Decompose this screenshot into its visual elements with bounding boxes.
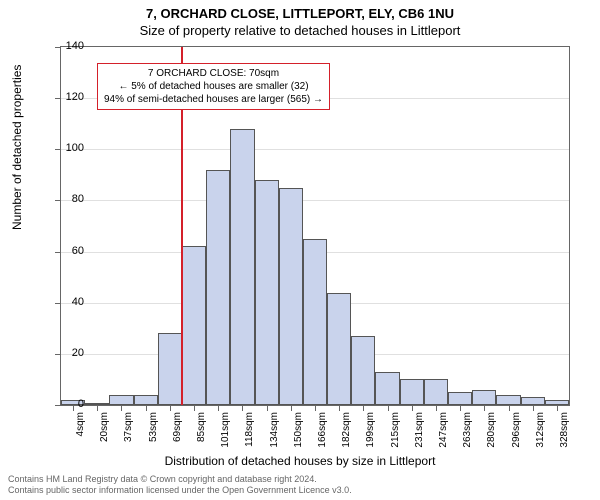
histogram-bar bbox=[279, 188, 303, 405]
y-tick-label: 60 bbox=[44, 245, 84, 257]
x-tick-label: 263sqm bbox=[462, 412, 473, 448]
x-tick-label: 215sqm bbox=[390, 412, 401, 448]
x-tick bbox=[170, 406, 171, 411]
annotation-line: 7 ORCHARD CLOSE: 70sqm bbox=[104, 67, 323, 80]
x-tick-label: 37sqm bbox=[123, 412, 134, 442]
annotation-line: 94% of semi-detached houses are larger (… bbox=[104, 93, 323, 106]
histogram-bar bbox=[158, 333, 182, 405]
x-tick bbox=[194, 406, 195, 411]
x-tick-label: 280sqm bbox=[486, 412, 497, 448]
x-tick bbox=[363, 406, 364, 411]
x-tick bbox=[267, 406, 268, 411]
histogram-bar bbox=[375, 372, 399, 405]
x-tick-label: 118sqm bbox=[244, 412, 255, 447]
x-tick bbox=[97, 406, 98, 411]
x-tick bbox=[339, 406, 340, 411]
histogram-bar bbox=[230, 129, 254, 405]
x-tick bbox=[242, 406, 243, 411]
x-tick-label: 296sqm bbox=[511, 412, 522, 448]
x-tick bbox=[460, 406, 461, 411]
x-tick-label: 182sqm bbox=[341, 412, 352, 448]
histogram-bar bbox=[448, 392, 472, 405]
x-tick-label: 134sqm bbox=[269, 412, 280, 448]
annotation-box: 7 ORCHARD CLOSE: 70sqm← 5% of detached h… bbox=[97, 63, 330, 110]
x-tick bbox=[484, 406, 485, 411]
histogram-bar bbox=[351, 336, 375, 405]
y-tick-label: 140 bbox=[44, 40, 84, 52]
histogram-bar bbox=[424, 379, 448, 405]
x-tick-label: 231sqm bbox=[414, 412, 425, 448]
x-tick-label: 53sqm bbox=[148, 412, 159, 442]
chart-subtitle: Size of property relative to detached ho… bbox=[0, 21, 600, 38]
x-tick bbox=[146, 406, 147, 411]
histogram-bar bbox=[521, 397, 545, 405]
x-tick-label: 85sqm bbox=[196, 412, 207, 442]
x-tick-label: 199sqm bbox=[365, 412, 376, 448]
x-tick bbox=[388, 406, 389, 411]
y-axis-label: Number of detached properties bbox=[10, 65, 24, 230]
x-tick bbox=[509, 406, 510, 411]
x-tick bbox=[533, 406, 534, 411]
histogram-bar bbox=[327, 293, 351, 406]
x-tick bbox=[315, 406, 316, 411]
x-tick-label: 69sqm bbox=[172, 412, 183, 442]
histogram-bar bbox=[545, 400, 569, 405]
x-tick bbox=[412, 406, 413, 411]
chart-container: 7, ORCHARD CLOSE, LITTLEPORT, ELY, CB6 1… bbox=[0, 0, 600, 500]
histogram-bar bbox=[496, 395, 520, 405]
histogram-bar bbox=[206, 170, 230, 405]
histogram-bar bbox=[134, 395, 158, 405]
x-tick bbox=[121, 406, 122, 411]
x-tick-label: 312sqm bbox=[535, 412, 546, 448]
y-tick-label: 100 bbox=[44, 142, 84, 154]
histogram-bar bbox=[182, 246, 206, 405]
histogram-bar bbox=[472, 390, 496, 405]
gridline bbox=[61, 149, 569, 150]
histogram-bar bbox=[255, 180, 279, 405]
y-tick-label: 120 bbox=[44, 91, 84, 103]
y-tick-label: 40 bbox=[44, 296, 84, 308]
y-tick-label: 0 bbox=[44, 398, 84, 410]
x-tick-label: 247sqm bbox=[438, 412, 449, 448]
annotation-line: ← 5% of detached houses are smaller (32) bbox=[104, 80, 323, 93]
plot-area: 7 ORCHARD CLOSE: 70sqm← 5% of detached h… bbox=[60, 46, 570, 406]
x-axis-label: Distribution of detached houses by size … bbox=[0, 454, 600, 468]
gridline bbox=[61, 200, 569, 201]
x-tick-label: 150sqm bbox=[293, 412, 304, 448]
x-tick-label: 166sqm bbox=[317, 412, 328, 448]
x-tick-label: 4sqm bbox=[75, 412, 86, 436]
x-tick-label: 328sqm bbox=[559, 412, 570, 448]
y-tick-label: 80 bbox=[44, 193, 84, 205]
x-tick bbox=[291, 406, 292, 411]
histogram-bar bbox=[109, 395, 133, 405]
attribution-text: Contains HM Land Registry data © Crown c… bbox=[8, 474, 352, 496]
x-tick bbox=[218, 406, 219, 411]
histogram-bar bbox=[303, 239, 327, 405]
histogram-bar bbox=[85, 403, 109, 405]
x-tick bbox=[436, 406, 437, 411]
y-tick-label: 20 bbox=[44, 347, 84, 359]
x-tick-label: 101sqm bbox=[220, 412, 231, 448]
x-tick-label: 20sqm bbox=[99, 412, 110, 442]
x-tick bbox=[557, 406, 558, 411]
attribution-line: Contains HM Land Registry data © Crown c… bbox=[8, 474, 352, 485]
chart-title: 7, ORCHARD CLOSE, LITTLEPORT, ELY, CB6 1… bbox=[0, 0, 600, 21]
attribution-line: Contains public sector information licen… bbox=[8, 485, 352, 496]
histogram-bar bbox=[400, 379, 424, 405]
